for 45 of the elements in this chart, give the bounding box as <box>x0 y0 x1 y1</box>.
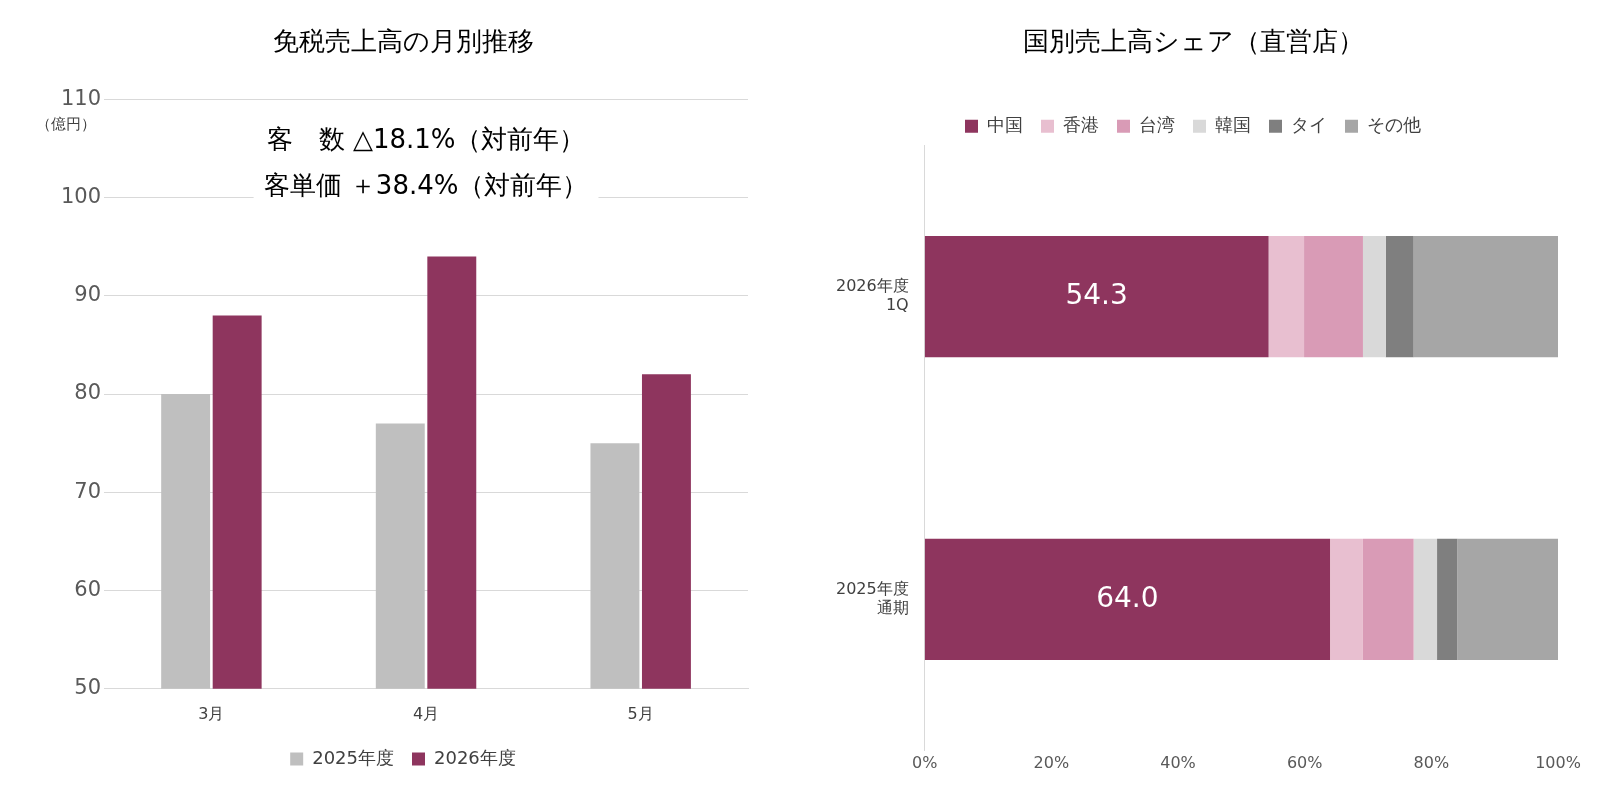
legend-label: 2025年度 <box>312 746 394 768</box>
chart-title: 免税売上高の月別推移 <box>272 26 534 57</box>
annotation: 客単価 ＋38.4%（対前年） <box>263 169 589 200</box>
y-tick-label: 70 <box>74 478 102 503</box>
bar <box>1330 538 1363 660</box>
y-tick-label: 80 <box>74 380 102 405</box>
bar <box>1413 236 1558 358</box>
x-tick-label: 60% <box>1286 752 1323 772</box>
legend-label: 韓国 <box>1215 113 1251 135</box>
legend-label: 中国 <box>987 113 1023 135</box>
bar <box>1413 538 1438 660</box>
x-tick-label: 80% <box>1413 752 1450 772</box>
legend-label: 2026年度 <box>434 746 516 768</box>
y-tick-label: 100 <box>60 183 102 208</box>
bar <box>1304 236 1363 358</box>
y-tick-label: 90 <box>74 282 102 307</box>
bar <box>1362 538 1414 660</box>
x-tick-label: 40% <box>1160 752 1196 772</box>
x-tick-label: 100% <box>1535 752 1581 772</box>
bar <box>1437 538 1458 660</box>
bar <box>1385 236 1414 358</box>
legend-label: その他 <box>1367 113 1421 135</box>
legend-label: タイ <box>1291 113 1327 135</box>
bar <box>1457 538 1558 660</box>
legend-label: 香港 <box>1063 113 1099 135</box>
x-tick-label: 5月 <box>627 703 654 723</box>
y-tick-label: 2025年度通期 <box>836 578 909 618</box>
legend-label: 台湾 <box>1139 113 1175 135</box>
x-tick-label: 3月 <box>198 703 225 723</box>
annotation: 客 数 △18.1%（対前年） <box>266 123 586 154</box>
x-tick-label: 0% <box>912 752 938 772</box>
bar <box>1362 236 1386 358</box>
bar <box>1268 236 1305 358</box>
x-tick-label: 4月 <box>412 703 440 723</box>
chart-title: 国別売上高シェア（直営店） <box>1022 26 1364 57</box>
y-tick-label: 60 <box>74 576 102 601</box>
data-label: 54.3 <box>1065 277 1128 311</box>
y-tick-label: 2026年度1Q <box>836 276 909 315</box>
data-label: 64.0 <box>1096 580 1159 614</box>
bar <box>924 236 1269 358</box>
y-axis-title: （億円） <box>36 114 97 133</box>
y-tick-label: 110 <box>60 85 102 110</box>
y-tick-label: 50 <box>74 675 102 700</box>
bar <box>924 538 1331 660</box>
x-tick-label: 20% <box>1033 752 1070 772</box>
